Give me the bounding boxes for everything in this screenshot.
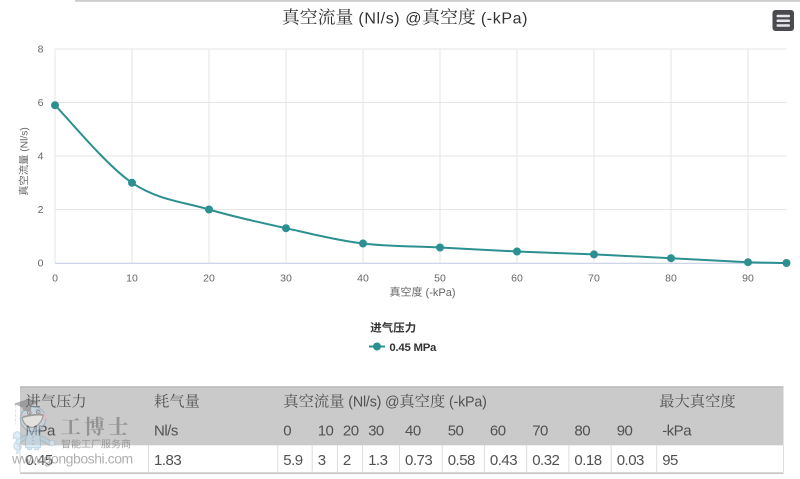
- svg-text:(-kPa): (-kPa): [476, 10, 528, 27]
- svg-text:20: 20: [203, 272, 215, 284]
- svg-text:0.45 MPa: 0.45 MPa: [389, 342, 437, 354]
- svg-text:3: 3: [318, 452, 326, 469]
- svg-text:0: 0: [283, 422, 291, 439]
- svg-text:50: 50: [434, 272, 446, 284]
- svg-text:0.03: 0.03: [617, 452, 644, 469]
- svg-text:1.3: 1.3: [368, 452, 388, 469]
- svg-text:0.43: 0.43: [490, 452, 517, 469]
- svg-text:0.73: 0.73: [405, 452, 432, 469]
- svg-text:80: 80: [665, 272, 677, 284]
- svg-text:1.83: 1.83: [154, 452, 181, 469]
- svg-text:50: 50: [448, 422, 464, 439]
- svg-text:90: 90: [742, 272, 754, 284]
- svg-text:6: 6: [38, 97, 44, 109]
- svg-text:www.gongboshi.com: www.gongboshi.com: [11, 451, 133, 467]
- svg-text:5.9: 5.9: [283, 452, 303, 469]
- svg-text:Nl/s: Nl/s: [154, 422, 178, 439]
- svg-text:0: 0: [38, 258, 44, 270]
- svg-text:(-kPa): (-kPa): [445, 395, 487, 411]
- svg-text:70: 70: [532, 422, 548, 439]
- svg-text:0: 0: [52, 272, 58, 284]
- svg-text:10: 10: [126, 272, 138, 284]
- svg-text:0.58: 0.58: [448, 452, 475, 469]
- svg-text:80: 80: [574, 422, 590, 439]
- svg-text:10: 10: [318, 422, 334, 439]
- svg-text:(Nl/s) @: (Nl/s) @: [353, 10, 422, 27]
- svg-text:0.45: 0.45: [26, 452, 53, 469]
- svg-text:(Nl/s) @: (Nl/s) @: [345, 395, 400, 411]
- svg-text:95: 95: [662, 452, 678, 469]
- svg-text:60: 60: [511, 272, 523, 284]
- svg-text:(-kPa): (-kPa): [423, 287, 456, 299]
- svg-text:30: 30: [368, 422, 384, 439]
- svg-text:(Nl/s): (Nl/s): [19, 127, 30, 154]
- svg-text:70: 70: [588, 272, 600, 284]
- svg-text:-kPa: -kPa: [662, 422, 692, 439]
- svg-text:60: 60: [490, 422, 506, 439]
- svg-text:0.18: 0.18: [574, 452, 601, 469]
- svg-text:MPa: MPa: [26, 422, 57, 439]
- svg-text:20: 20: [343, 422, 359, 439]
- svg-text:4: 4: [38, 151, 44, 163]
- svg-text:90: 90: [617, 422, 633, 439]
- svg-text:0.32: 0.32: [532, 452, 559, 469]
- svg-text:2: 2: [38, 204, 44, 216]
- svg-text:40: 40: [405, 422, 421, 439]
- svg-text:30: 30: [280, 272, 292, 284]
- svg-text:8: 8: [38, 44, 44, 56]
- svg-text:40: 40: [357, 272, 369, 284]
- svg-text:2: 2: [343, 452, 351, 469]
